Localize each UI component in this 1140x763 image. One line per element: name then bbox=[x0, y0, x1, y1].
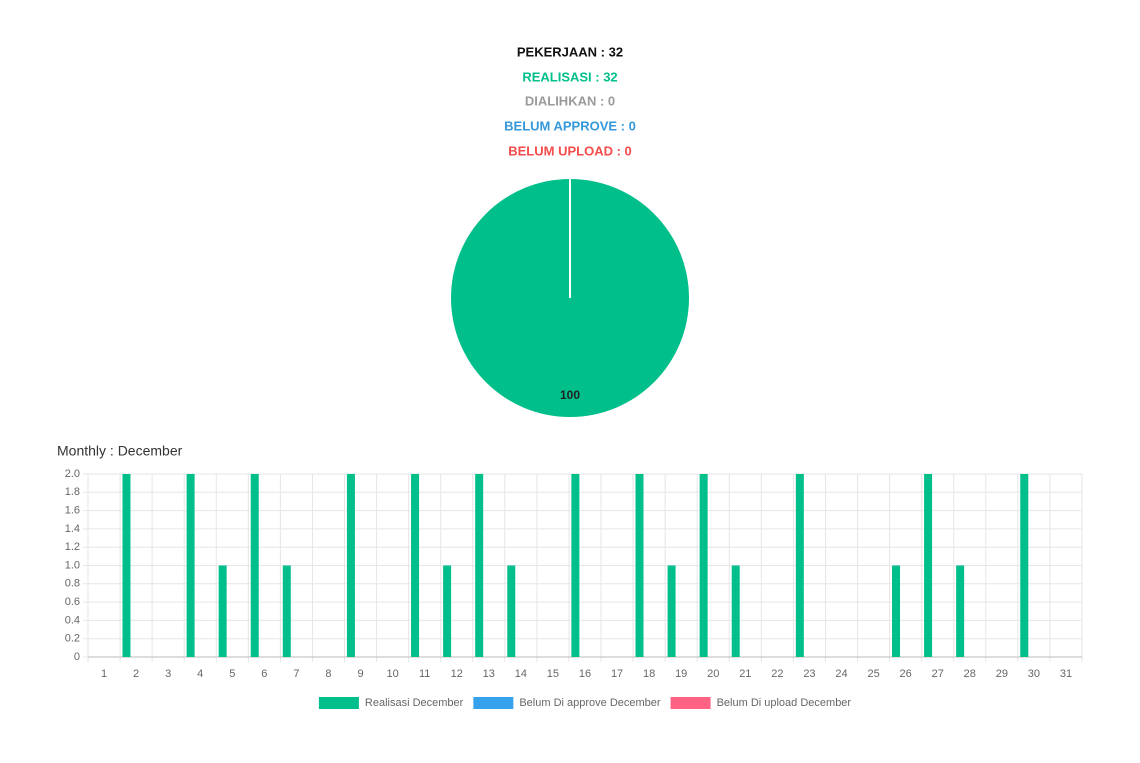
summary-line: BELUM APPROVE : 0 bbox=[504, 118, 636, 133]
y-tick-label: 0.4 bbox=[65, 614, 80, 626]
x-tick-label: 18 bbox=[643, 668, 655, 680]
chart-title: Monthly : December bbox=[57, 443, 183, 459]
bar bbox=[924, 474, 933, 657]
legend-label: Belum Di upload December bbox=[717, 697, 852, 709]
summary-line: REALISASI : 32 bbox=[522, 69, 617, 84]
x-tick-label: 13 bbox=[483, 668, 495, 680]
legend-label: Realisasi December bbox=[365, 697, 464, 709]
x-tick-label: 14 bbox=[515, 668, 527, 680]
y-tick-label: 0 bbox=[74, 651, 80, 663]
x-tick-label: 9 bbox=[357, 668, 363, 680]
bar bbox=[218, 565, 227, 657]
y-tick-label: 0.2 bbox=[65, 633, 80, 645]
x-tick-label: 17 bbox=[611, 668, 623, 680]
bar bbox=[186, 474, 195, 657]
bar bbox=[475, 474, 484, 657]
y-tick-label: 0.6 bbox=[65, 596, 80, 608]
x-tick-label: 20 bbox=[707, 668, 719, 680]
bar bbox=[892, 565, 901, 657]
x-tick-label: 6 bbox=[261, 668, 267, 680]
x-tick-label: 5 bbox=[229, 668, 235, 680]
y-tick-label: 0.8 bbox=[65, 578, 80, 590]
x-tick-label: 29 bbox=[996, 668, 1008, 680]
bar bbox=[122, 474, 131, 657]
summary-line: BELUM UPLOAD : 0 bbox=[508, 143, 632, 158]
bar bbox=[282, 565, 291, 657]
bar bbox=[443, 565, 452, 657]
x-tick-label: 31 bbox=[1060, 668, 1072, 680]
x-tick-label: 25 bbox=[867, 668, 879, 680]
bar bbox=[346, 474, 355, 657]
bar bbox=[667, 565, 676, 657]
x-tick-label: 16 bbox=[579, 668, 591, 680]
x-tick-label: 27 bbox=[932, 668, 944, 680]
legend-swatch bbox=[318, 697, 359, 709]
legend-swatch bbox=[473, 697, 514, 709]
bar bbox=[956, 565, 965, 657]
x-tick-label: 10 bbox=[386, 668, 398, 680]
bar bbox=[635, 474, 644, 657]
x-tick-label: 12 bbox=[451, 668, 463, 680]
x-tick-label: 15 bbox=[547, 668, 559, 680]
x-tick-label: 1 bbox=[101, 668, 107, 680]
y-tick-label: 1.6 bbox=[65, 505, 80, 517]
y-tick-label: 1.2 bbox=[65, 541, 80, 553]
bar bbox=[250, 474, 259, 657]
bar bbox=[1020, 474, 1029, 657]
x-tick-label: 2 bbox=[133, 668, 139, 680]
summary-line: PEKERJAAN : 32 bbox=[517, 44, 623, 59]
x-tick-label: 22 bbox=[771, 668, 783, 680]
summary-line: DIALIHKAN : 0 bbox=[525, 93, 615, 108]
x-tick-label: 3 bbox=[165, 668, 171, 680]
data-label: 100 bbox=[560, 388, 580, 402]
x-tick-label: 28 bbox=[964, 668, 976, 680]
x-tick-label: 21 bbox=[739, 668, 751, 680]
bar bbox=[795, 474, 804, 657]
x-tick-label: 7 bbox=[293, 668, 299, 680]
bar bbox=[699, 474, 708, 657]
bar bbox=[731, 565, 740, 657]
x-tick-label: 4 bbox=[197, 668, 203, 680]
y-tick-label: 1.4 bbox=[65, 523, 80, 535]
x-tick-label: 19 bbox=[675, 668, 687, 680]
legend-label: Belum Di approve December bbox=[519, 697, 661, 709]
y-tick-label: 1.8 bbox=[65, 486, 80, 498]
y-tick-label: 1.0 bbox=[65, 559, 80, 571]
x-tick-label: 11 bbox=[419, 668, 430, 680]
y-tick-label: 2.0 bbox=[65, 468, 80, 480]
x-tick-label: 24 bbox=[835, 668, 847, 680]
x-tick-label: 23 bbox=[803, 668, 815, 680]
bar bbox=[571, 474, 580, 657]
x-tick-label: 30 bbox=[1028, 668, 1040, 680]
x-tick-label: 26 bbox=[900, 668, 912, 680]
bar bbox=[411, 474, 420, 657]
legend-swatch bbox=[670, 697, 711, 709]
bar bbox=[507, 565, 516, 657]
x-tick-label: 8 bbox=[325, 668, 331, 680]
